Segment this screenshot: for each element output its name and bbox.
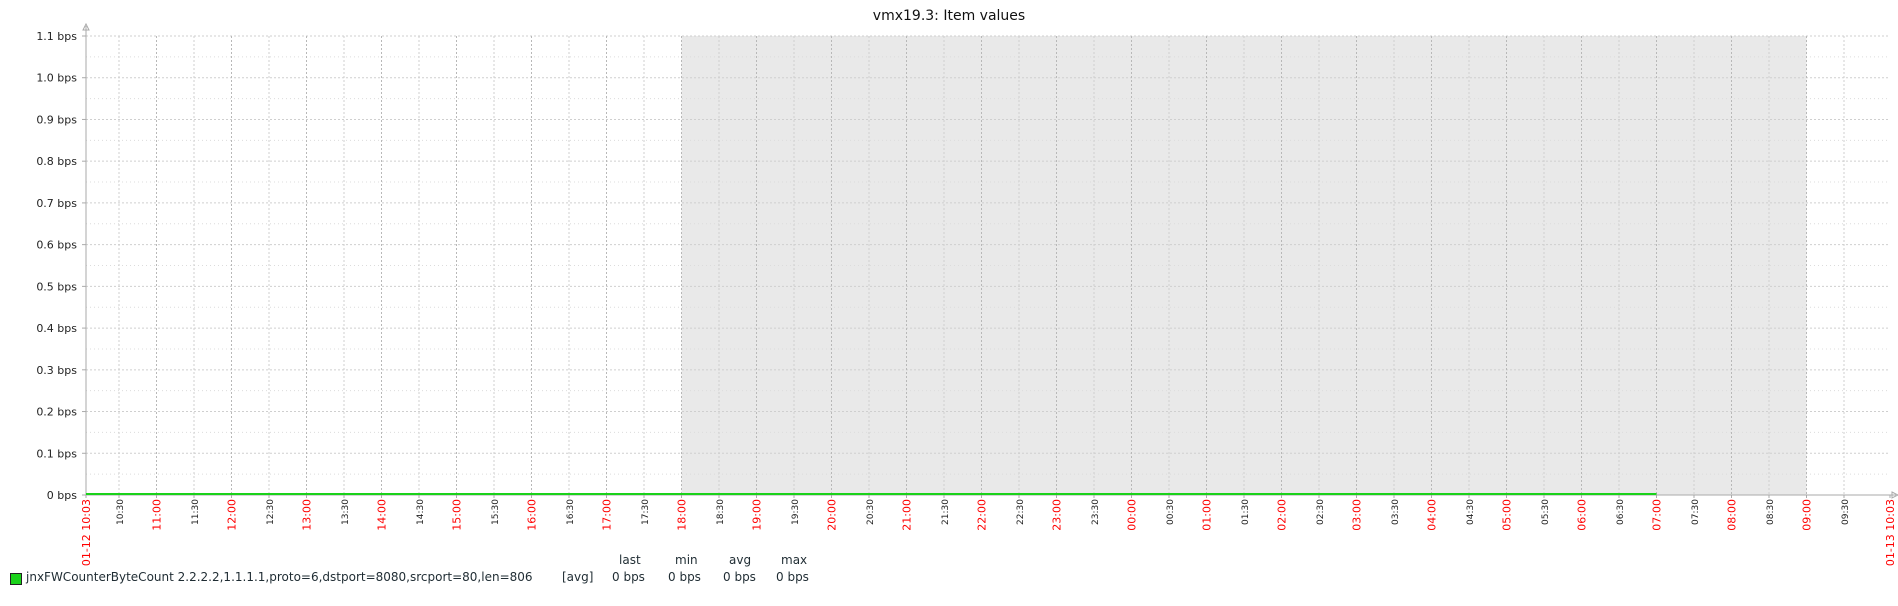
x-tick-label: 08:00 — [1726, 499, 1739, 531]
x-tick-label: 11:30 — [191, 499, 201, 525]
y-tick-label: 1.0 bps — [36, 72, 77, 85]
x-tick-label: 17:00 — [601, 499, 614, 531]
x-tick-label: 00:30 — [1166, 499, 1176, 525]
x-tick-label: 10:30 — [116, 499, 126, 525]
x-tick-label: 00:00 — [1126, 499, 1139, 531]
x-tick-label: 11:00 — [151, 499, 164, 531]
chart-title: vmx19.3: Item values — [873, 8, 1025, 24]
x-tick-label: 17:30 — [641, 499, 651, 525]
x-tick-label: 16:30 — [566, 499, 576, 525]
x-tick-label: 06:30 — [1616, 499, 1626, 525]
x-tick-label: 14:00 — [376, 499, 389, 531]
x-tick-label: 19:30 — [791, 499, 801, 525]
y-tick-label: 0.1 bps — [36, 447, 77, 460]
y-tick-label: 0.5 bps — [36, 280, 77, 293]
x-tick-label: 13:30 — [341, 499, 351, 525]
x-tick-label: 01-13 10:03 — [1884, 499, 1897, 566]
y-tick-label: 0.2 bps — [36, 406, 77, 419]
legend-max-value: 0 bps — [776, 570, 809, 584]
x-tick-label: 12:30 — [266, 499, 276, 525]
x-tick-label: 12:00 — [226, 499, 239, 531]
y-tick-label: 0.7 bps — [36, 197, 77, 210]
x-tick-label: 02:30 — [1316, 499, 1326, 525]
x-tick-label: 15:00 — [451, 499, 464, 531]
x-tick-label: 18:30 — [716, 499, 726, 525]
y-tick-label: 0.8 bps — [36, 155, 77, 168]
x-tick-label: 03:00 — [1351, 499, 1364, 531]
x-tick-label: 14:30 — [416, 499, 426, 525]
y-tick-label: 0.6 bps — [36, 239, 77, 252]
x-tick-label: 05:00 — [1501, 499, 1514, 531]
y-tick-label: 0 bps — [47, 489, 77, 502]
x-tick-label: 01:00 — [1201, 499, 1214, 531]
legend-swatch — [10, 573, 22, 585]
x-tick-label: 18:00 — [676, 499, 689, 531]
y-tick-label: 0.9 bps — [36, 113, 77, 126]
y-axis-arrow — [82, 22, 90, 31]
x-tick-label: 04:00 — [1426, 499, 1439, 531]
x-tick-label: 22:00 — [976, 499, 989, 531]
legend-header-avg: avg — [729, 553, 752, 567]
legend-func: [avg] — [562, 570, 594, 584]
legend-last-value: 0 bps — [612, 570, 645, 584]
legend-header-min: min — [675, 553, 698, 567]
x-tick-label: 05:30 — [1541, 499, 1551, 525]
legend-series-name: jnxFWCounterByteCount 2.2.2.2,1.1.1.1,pr… — [26, 570, 533, 584]
x-tick-label: 09:30 — [1841, 499, 1851, 525]
x-axis-arrow — [1891, 491, 1898, 499]
x-tick-label: 19:00 — [751, 499, 764, 531]
x-tick-label: 06:00 — [1576, 499, 1589, 531]
y-tick-label: 0.3 bps — [36, 364, 77, 377]
x-tick-label: 23:00 — [1051, 499, 1064, 531]
legend-avg-value: 0 bps — [723, 570, 756, 584]
x-tick-label: 01:30 — [1241, 499, 1251, 525]
y-tick-label: 1.1 bps — [36, 30, 77, 43]
x-tick-label: 04:30 — [1466, 499, 1476, 525]
x-tick-label: 20:30 — [866, 499, 876, 525]
x-tick-label: 22:30 — [1016, 499, 1026, 525]
x-tick-label: 16:00 — [526, 499, 539, 531]
x-tick-label: 21:00 — [901, 499, 914, 531]
x-tick-label: 15:30 — [491, 499, 501, 525]
x-tick-label: 21:30 — [941, 499, 951, 525]
x-tick-label: 20:00 — [826, 499, 839, 531]
x-tick-label: 07:30 — [1691, 499, 1701, 525]
x-tick-label: 07:00 — [1651, 499, 1664, 531]
x-tick-label: 09:00 — [1801, 499, 1814, 531]
legend-min-value: 0 bps — [668, 570, 701, 584]
x-tick-label: 02:00 — [1276, 499, 1289, 531]
x-tick-label: 01-12 10:03 — [80, 499, 93, 566]
y-tick-label: 0.4 bps — [36, 322, 77, 335]
x-tick-label: 13:00 — [301, 499, 314, 531]
x-tick-label: 23:30 — [1091, 499, 1101, 525]
legend-header-last: last — [619, 553, 641, 567]
x-tick-label: 08:30 — [1766, 499, 1776, 525]
x-tick-label: 03:30 — [1391, 499, 1401, 525]
legend-header-max: max — [781, 553, 808, 567]
